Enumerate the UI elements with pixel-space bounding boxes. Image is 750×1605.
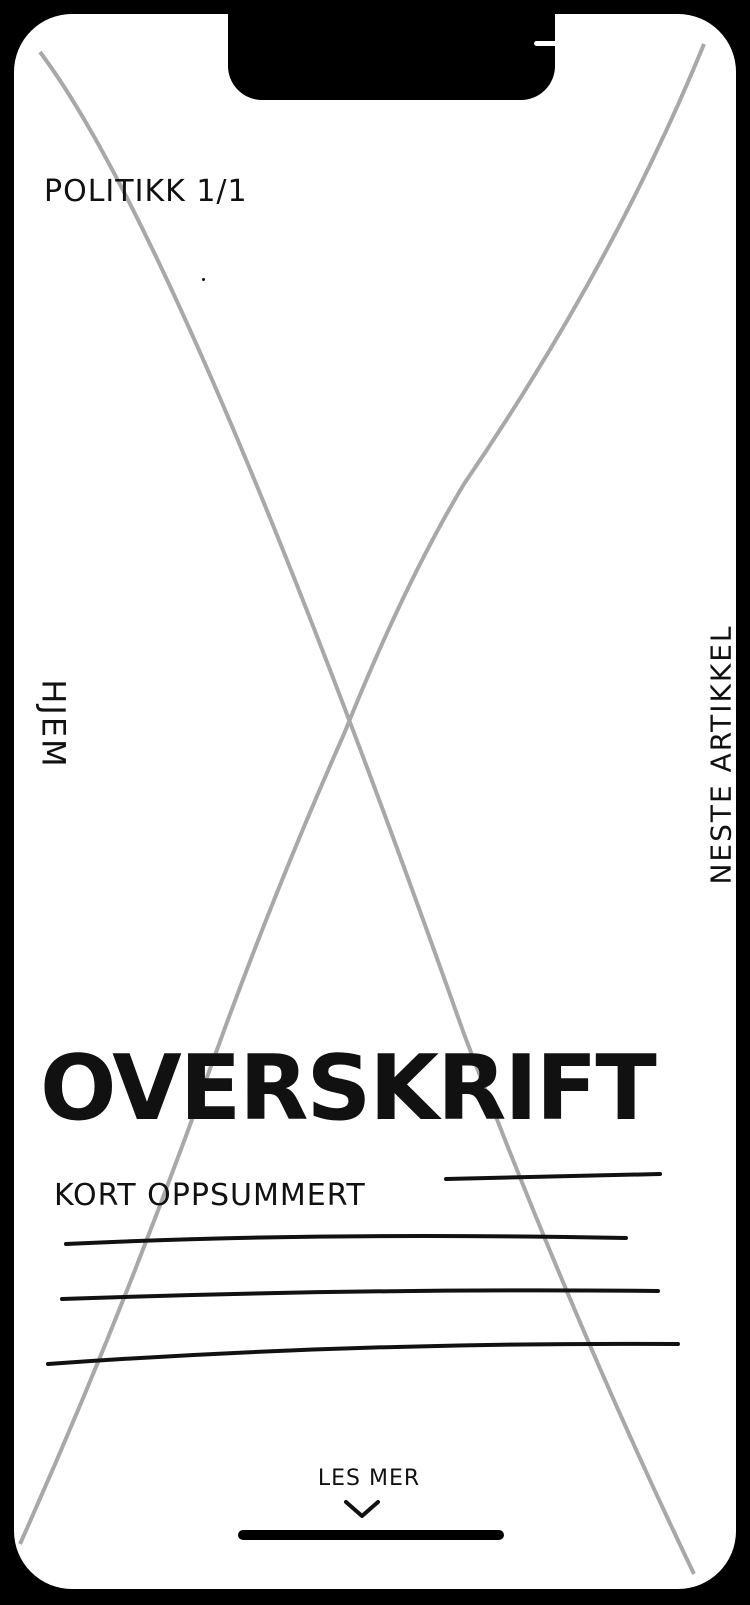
article-summary: KORT OPPSUMMERT — [54, 1178, 366, 1213]
device-notch — [228, 14, 638, 100]
image-placeholder — [18, 43, 706, 1575]
read-more-button[interactable]: LES MER — [317, 1466, 421, 1491]
home-nav-button[interactable]: HJEM — [24, 669, 84, 779]
speaker-slot — [534, 41, 638, 46]
article-headline: OVERSKRIFT — [40, 1036, 657, 1141]
category-indicator: POLITIKK 1/1 — [44, 174, 248, 209]
home-nav-label: HJEM — [35, 679, 74, 769]
chevron-down-icon[interactable] — [342, 1496, 382, 1522]
home-indicator[interactable] — [238, 1530, 504, 1540]
decorative-dot — [202, 278, 205, 281]
next-article-button[interactable]: NESTE ARTIKKEL — [699, 614, 737, 894]
phone-screen: POLITIKK 1/1 HJEM NESTE ARTIKKEL OVERSKR… — [14, 14, 736, 1589]
next-article-label: NESTE ARTIKKEL — [704, 623, 737, 885]
